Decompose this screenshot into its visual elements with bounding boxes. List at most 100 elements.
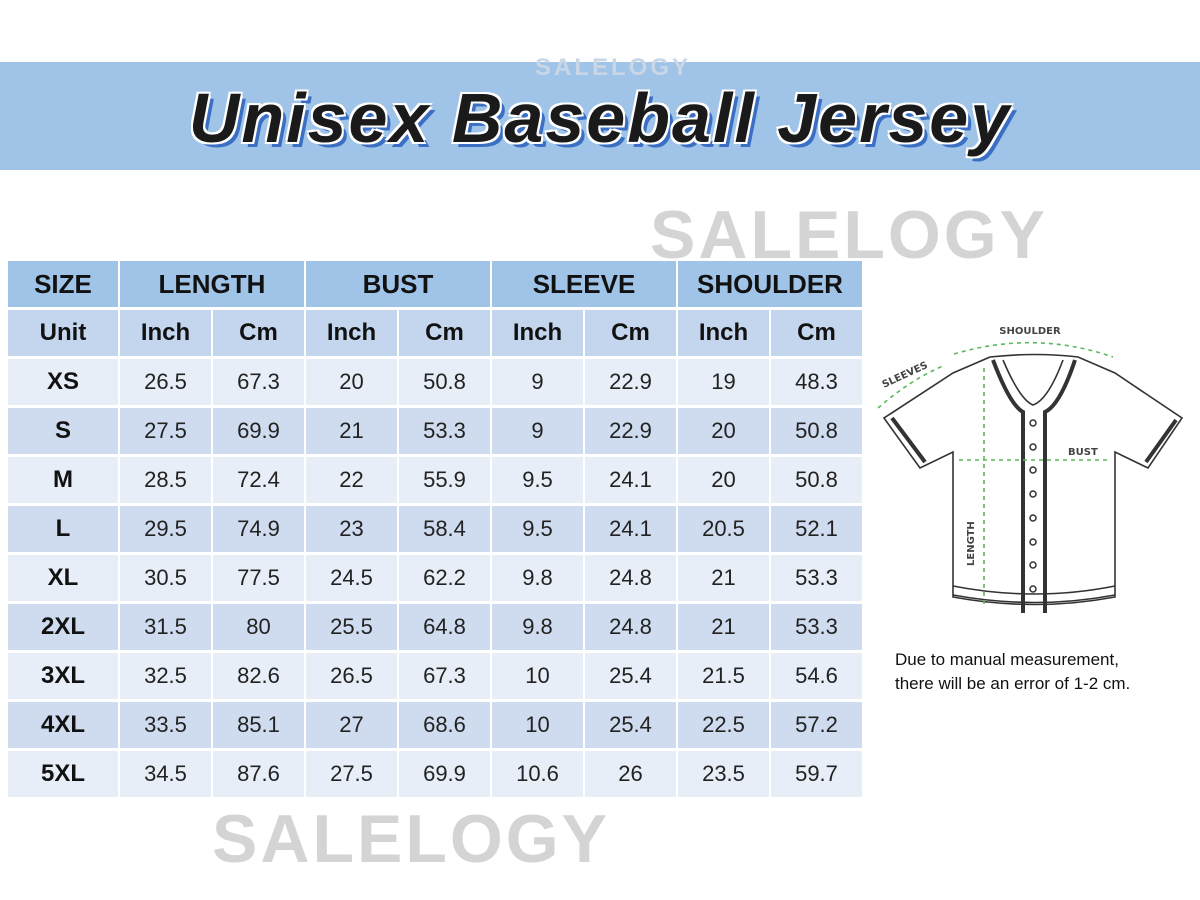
page-title: Unisex Baseball Jersey: [188, 79, 1012, 157]
table-row: XS 26.5 67.3 20 50.8 9 22.9 19 48.3: [8, 359, 862, 405]
value-cell: 57.2: [771, 702, 862, 748]
value-cell: 21: [306, 408, 397, 454]
size-cell: XS: [8, 359, 118, 405]
value-cell: 21: [678, 604, 769, 650]
bust-label: BUST: [1068, 447, 1098, 458]
value-cell: 55.9: [399, 457, 490, 503]
unit-cell: Unit: [8, 310, 118, 356]
size-cell: 3XL: [8, 653, 118, 699]
value-cell: 21: [678, 555, 769, 601]
table-row: 2XL 31.5 80 25.5 64.8 9.8 24.8 21 53.3: [8, 604, 862, 650]
value-cell: 20: [678, 457, 769, 503]
value-cell: 53.3: [399, 408, 490, 454]
unit-cell: Inch: [120, 310, 211, 356]
value-cell: 24.1: [585, 457, 676, 503]
value-cell: 27: [306, 702, 397, 748]
value-cell: 31.5: [120, 604, 211, 650]
value-cell: 27.5: [120, 408, 211, 454]
value-cell: 9: [492, 408, 583, 454]
value-cell: 29.5: [120, 506, 211, 552]
value-cell: 64.8: [399, 604, 490, 650]
size-chart-table: SIZE LENGTH BUST SLEEVE SHOULDER Unit Inc…: [6, 258, 864, 800]
unit-cell: Inch: [492, 310, 583, 356]
value-cell: 34.5: [120, 751, 211, 797]
size-cell: L: [8, 506, 118, 552]
value-cell: 10.6: [492, 751, 583, 797]
unit-row: Unit Inch Cm Inch Cm Inch Cm Inch Cm: [8, 310, 862, 356]
header-row: SIZE LENGTH BUST SLEEVE SHOULDER: [8, 261, 862, 307]
measure-lines: [877, 341, 1114, 607]
watermark: SALELOGY: [535, 54, 692, 81]
value-cell: 25.4: [585, 653, 676, 699]
value-cell: 26.5: [306, 653, 397, 699]
value-cell: 28.5: [120, 457, 211, 503]
value-cell: 67.3: [213, 359, 304, 405]
value-cell: 23: [306, 506, 397, 552]
value-cell: 32.5: [120, 653, 211, 699]
value-cell: 22.5: [678, 702, 769, 748]
value-cell: 53.3: [771, 604, 862, 650]
unit-cell: Cm: [771, 310, 862, 356]
watermark: SALELOGY: [650, 197, 1049, 273]
title-banner: [0, 62, 1200, 170]
value-cell: 27.5: [306, 751, 397, 797]
table-row: M 28.5 72.4 22 55.9 9.5 24.1 20 50.8: [8, 457, 862, 503]
value-cell: 19: [678, 359, 769, 405]
value-cell: 9.5: [492, 457, 583, 503]
value-cell: 25.4: [585, 702, 676, 748]
header-cell: SHOULDER: [678, 261, 862, 307]
value-cell: 24.8: [585, 555, 676, 601]
value-cell: 24.1: [585, 506, 676, 552]
value-cell: 26.5: [120, 359, 211, 405]
value-cell: 69.9: [399, 751, 490, 797]
header-cell: LENGTH: [120, 261, 304, 307]
value-cell: 58.4: [399, 506, 490, 552]
value-cell: 67.3: [399, 653, 490, 699]
value-cell: 20: [306, 359, 397, 405]
value-cell: 80: [213, 604, 304, 650]
value-cell: 22: [306, 457, 397, 503]
value-cell: 22.9: [585, 408, 676, 454]
value-cell: 59.7: [771, 751, 862, 797]
measurement-note: Due to manual measurement, there will be…: [895, 648, 1130, 696]
value-cell: 26: [585, 751, 676, 797]
value-cell: 9: [492, 359, 583, 405]
size-cell: 5XL: [8, 751, 118, 797]
unit-cell: Inch: [306, 310, 397, 356]
value-cell: 50.8: [771, 408, 862, 454]
note-line: there will be an error of 1-2 cm.: [895, 674, 1131, 693]
jersey-diagram: SHOULDER SLEEVES BUST LENGTH: [877, 326, 1184, 613]
value-cell: 53.3: [771, 555, 862, 601]
value-cell: 20.5: [678, 506, 769, 552]
table-row: 4XL 33.5 85.1 27 68.6 10 25.4 22.5 57.2: [8, 702, 862, 748]
value-cell: 69.9: [213, 408, 304, 454]
table-row: S 27.5 69.9 21 53.3 9 22.9 20 50.8: [8, 408, 862, 454]
value-cell: 62.2: [399, 555, 490, 601]
table-row: L 29.5 74.9 23 58.4 9.5 24.1 20.5 52.1: [8, 506, 862, 552]
table-row: XL 30.5 77.5 24.5 62.2 9.8 24.8 21 53.3: [8, 555, 862, 601]
size-cell: 4XL: [8, 702, 118, 748]
unit-cell: Cm: [585, 310, 676, 356]
header-cell: SIZE: [8, 261, 118, 307]
unit-cell: Cm: [399, 310, 490, 356]
watermark: SALELOGY: [212, 801, 611, 877]
value-cell: 33.5: [120, 702, 211, 748]
size-cell: M: [8, 457, 118, 503]
value-cell: 77.5: [213, 555, 304, 601]
value-cell: 9.5: [492, 506, 583, 552]
value-cell: 22.9: [585, 359, 676, 405]
value-cell: 25.5: [306, 604, 397, 650]
value-cell: 72.4: [213, 457, 304, 503]
value-cell: 10: [492, 702, 583, 748]
value-cell: 68.6: [399, 702, 490, 748]
size-cell: XL: [8, 555, 118, 601]
unit-cell: Inch: [678, 310, 769, 356]
value-cell: 74.9: [213, 506, 304, 552]
value-cell: 20: [678, 408, 769, 454]
note-line: Due to manual measurement,: [895, 650, 1119, 669]
header-cell: BUST: [306, 261, 490, 307]
value-cell: 85.1: [213, 702, 304, 748]
value-cell: 10: [492, 653, 583, 699]
header-cell: SLEEVE: [492, 261, 676, 307]
value-cell: 50.8: [771, 457, 862, 503]
